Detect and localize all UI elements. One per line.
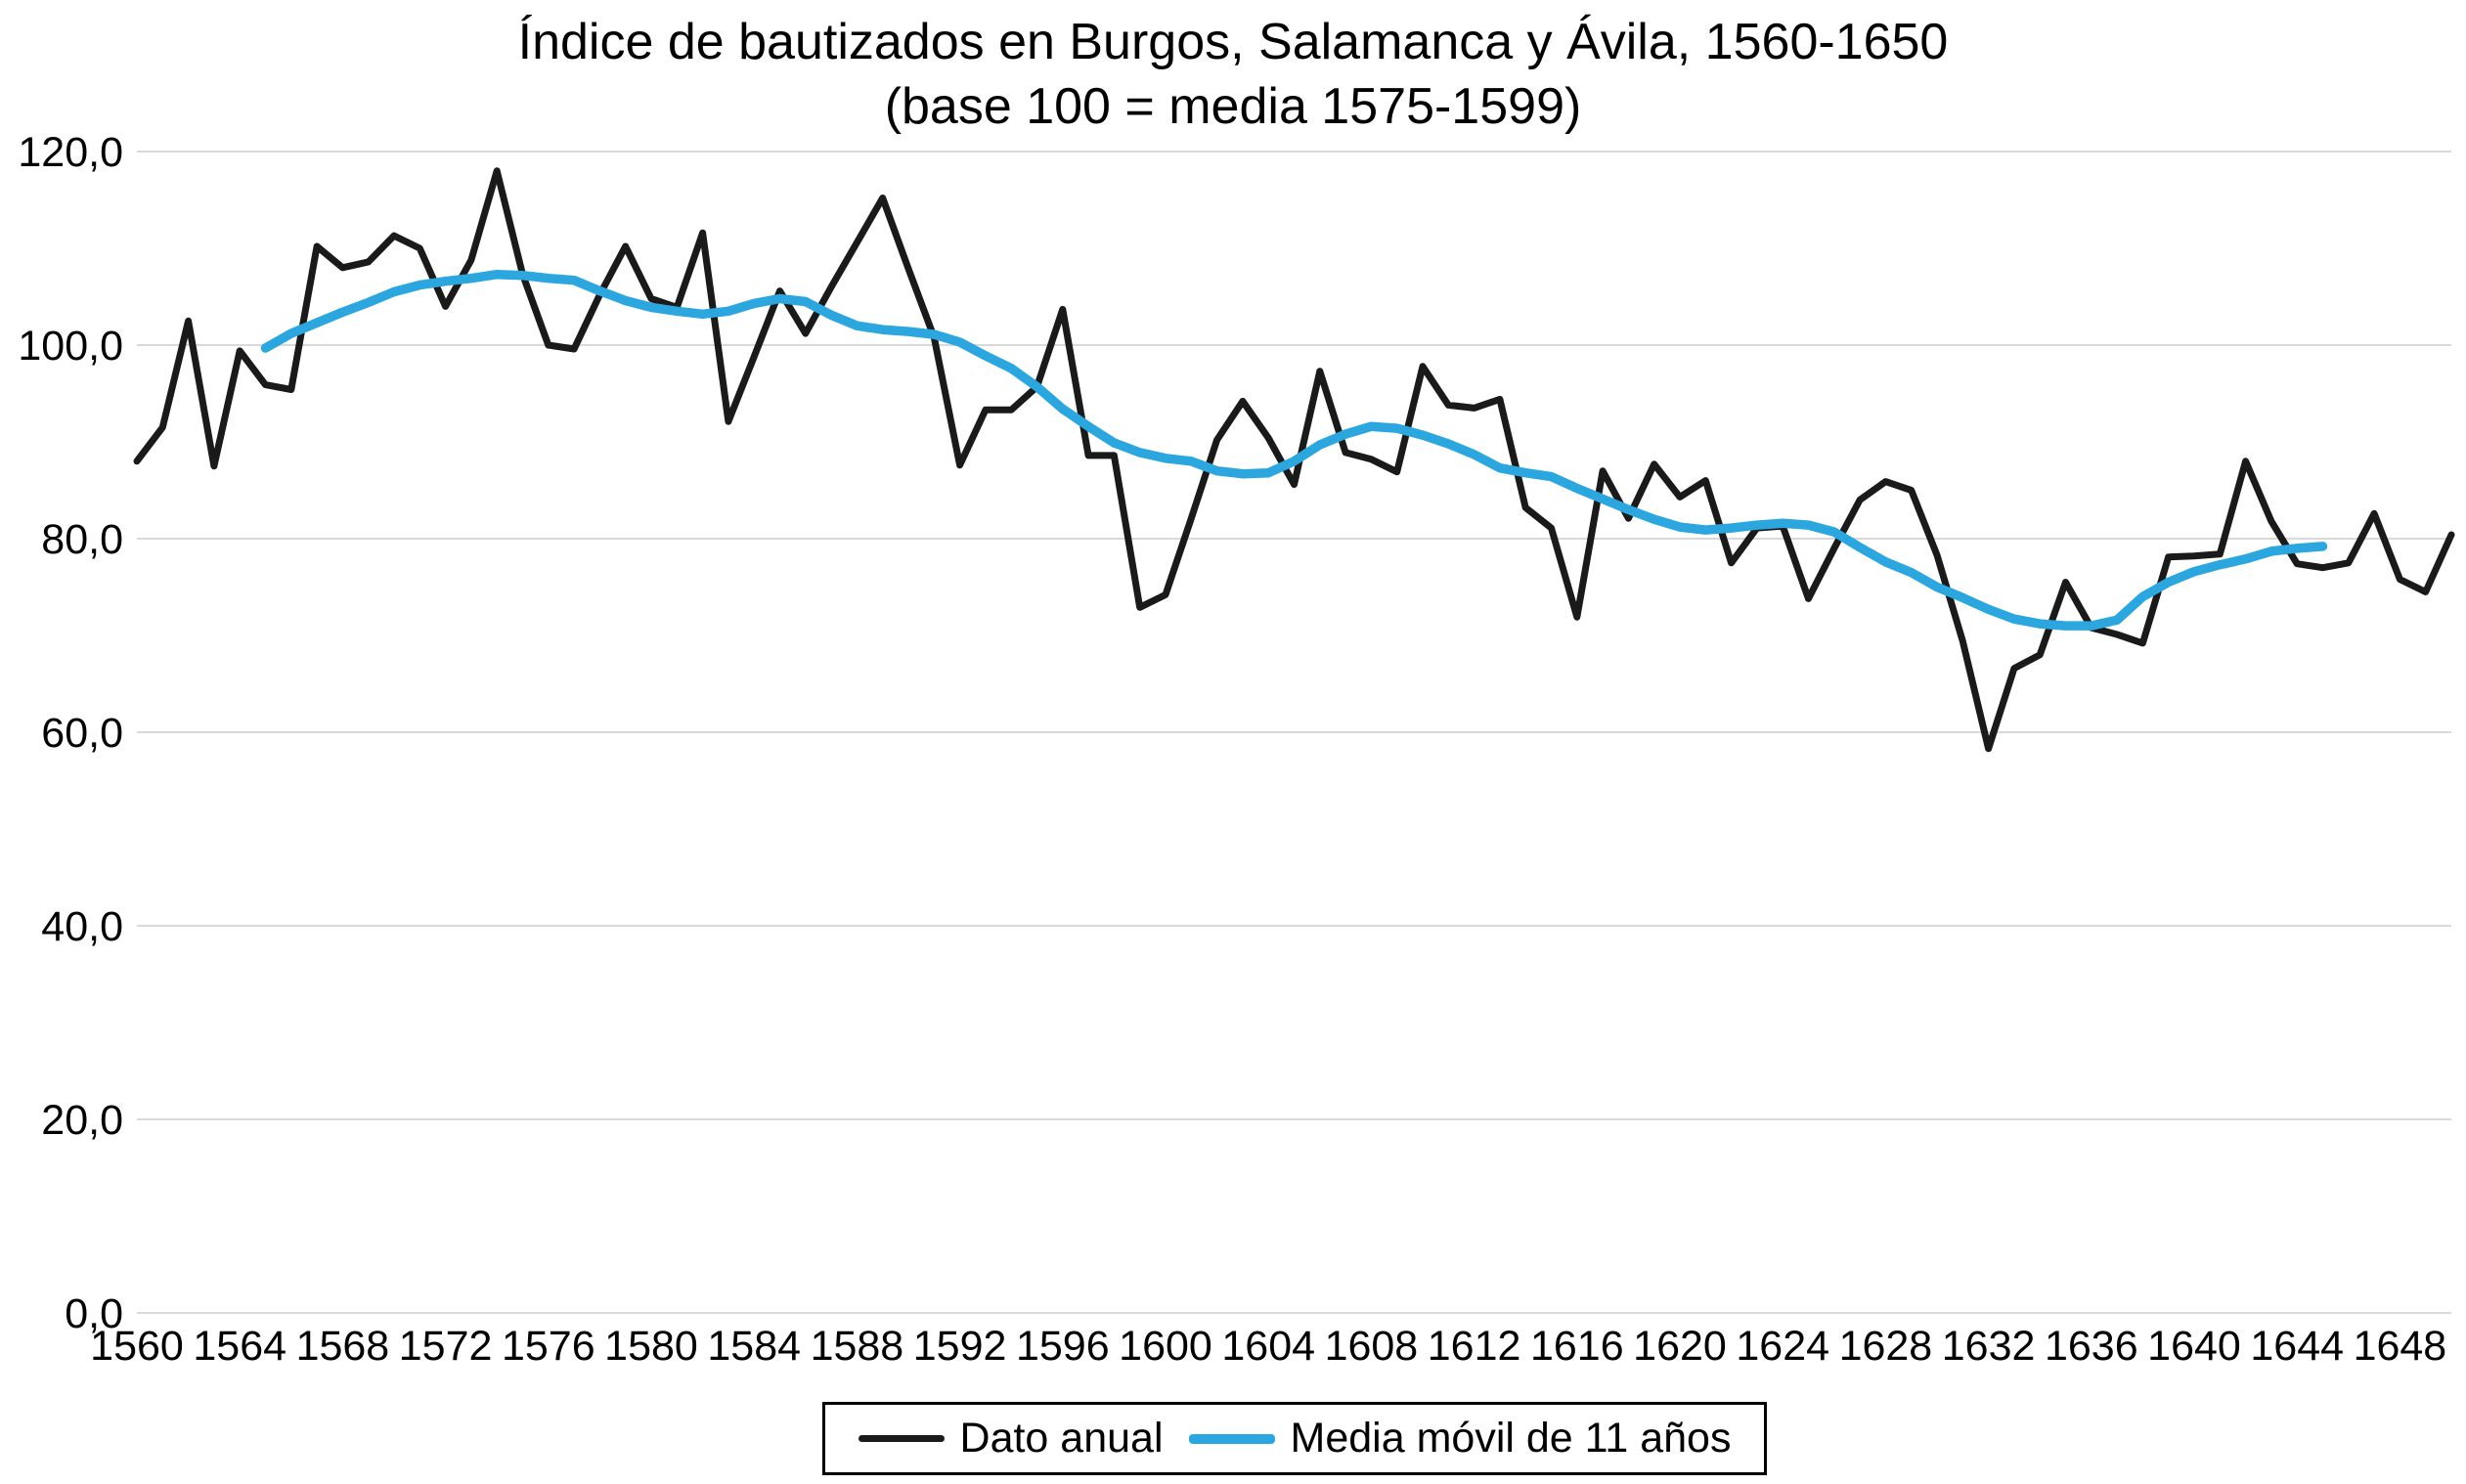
annual-line-swatch: [858, 1435, 945, 1442]
legend-label-moving-average: Media móvil de 11 años: [1290, 1415, 1732, 1462]
x-tick-label: 1612: [1428, 1323, 1521, 1370]
legend-item-annual: Dato anual: [858, 1415, 1164, 1462]
x-tick-label: 1640: [2147, 1323, 2241, 1370]
x-tick-label: 1632: [1942, 1323, 2036, 1370]
x-tick-label: 1580: [604, 1323, 698, 1370]
legend-box: Dato anual Media móvil de 11 años: [821, 1402, 1768, 1475]
y-tick-label: 0,0: [65, 1290, 123, 1337]
x-tick-label: 1560: [90, 1323, 184, 1370]
x-tick-label: 1604: [1221, 1323, 1315, 1370]
x-tick-label: 1624: [1736, 1323, 1829, 1370]
chart-title: Índice de bautizados en Burgos, Salamanc…: [517, 14, 1949, 70]
x-tick-label: 1572: [399, 1323, 493, 1370]
legend-container: Dato anual Media móvil de 11 años: [137, 1402, 2452, 1475]
y-tick-label: 80,0: [41, 516, 123, 563]
x-tick-label: 1584: [707, 1323, 801, 1370]
x-tick-label: 1564: [193, 1323, 286, 1370]
moving-average-line: [260, 269, 2328, 631]
x-tick-label: 1636: [2045, 1323, 2138, 1370]
x-tick-label: 1620: [1633, 1323, 1727, 1370]
x-tick-label: 1616: [1530, 1323, 1624, 1370]
x-tick-label: 1628: [1839, 1323, 1933, 1370]
y-tick-label: 120,0: [18, 129, 123, 176]
y-tick-label: 60,0: [41, 710, 123, 757]
x-tick-label: 1588: [811, 1323, 904, 1370]
chart-header: Índice de bautizados en Burgos, Salamanc…: [0, 10, 2466, 139]
legend-label-annual: Dato anual: [959, 1415, 1164, 1462]
legend-item-moving-average: Media móvil de 11 años: [1188, 1415, 1732, 1462]
y-tick-label: 40,0: [41, 903, 123, 950]
x-tick-label: 1648: [2354, 1323, 2447, 1370]
y-tick-label: 20,0: [41, 1097, 123, 1144]
x-tick-label: 1608: [1325, 1323, 1419, 1370]
moving-average-line-swatch: [1188, 1433, 1275, 1444]
chart-subtitle: (base 100 = media 1575-1599): [884, 78, 1582, 135]
x-tick-label: 1596: [1016, 1323, 1110, 1370]
y-tick-label: 100,0: [18, 323, 123, 370]
x-tick-label: 1576: [502, 1323, 595, 1370]
x-tick-label: 1600: [1119, 1323, 1212, 1370]
x-tick-label: 1644: [2250, 1323, 2344, 1370]
x-tick-label: 1568: [296, 1323, 390, 1370]
x-tick-label: 1592: [913, 1323, 1007, 1370]
